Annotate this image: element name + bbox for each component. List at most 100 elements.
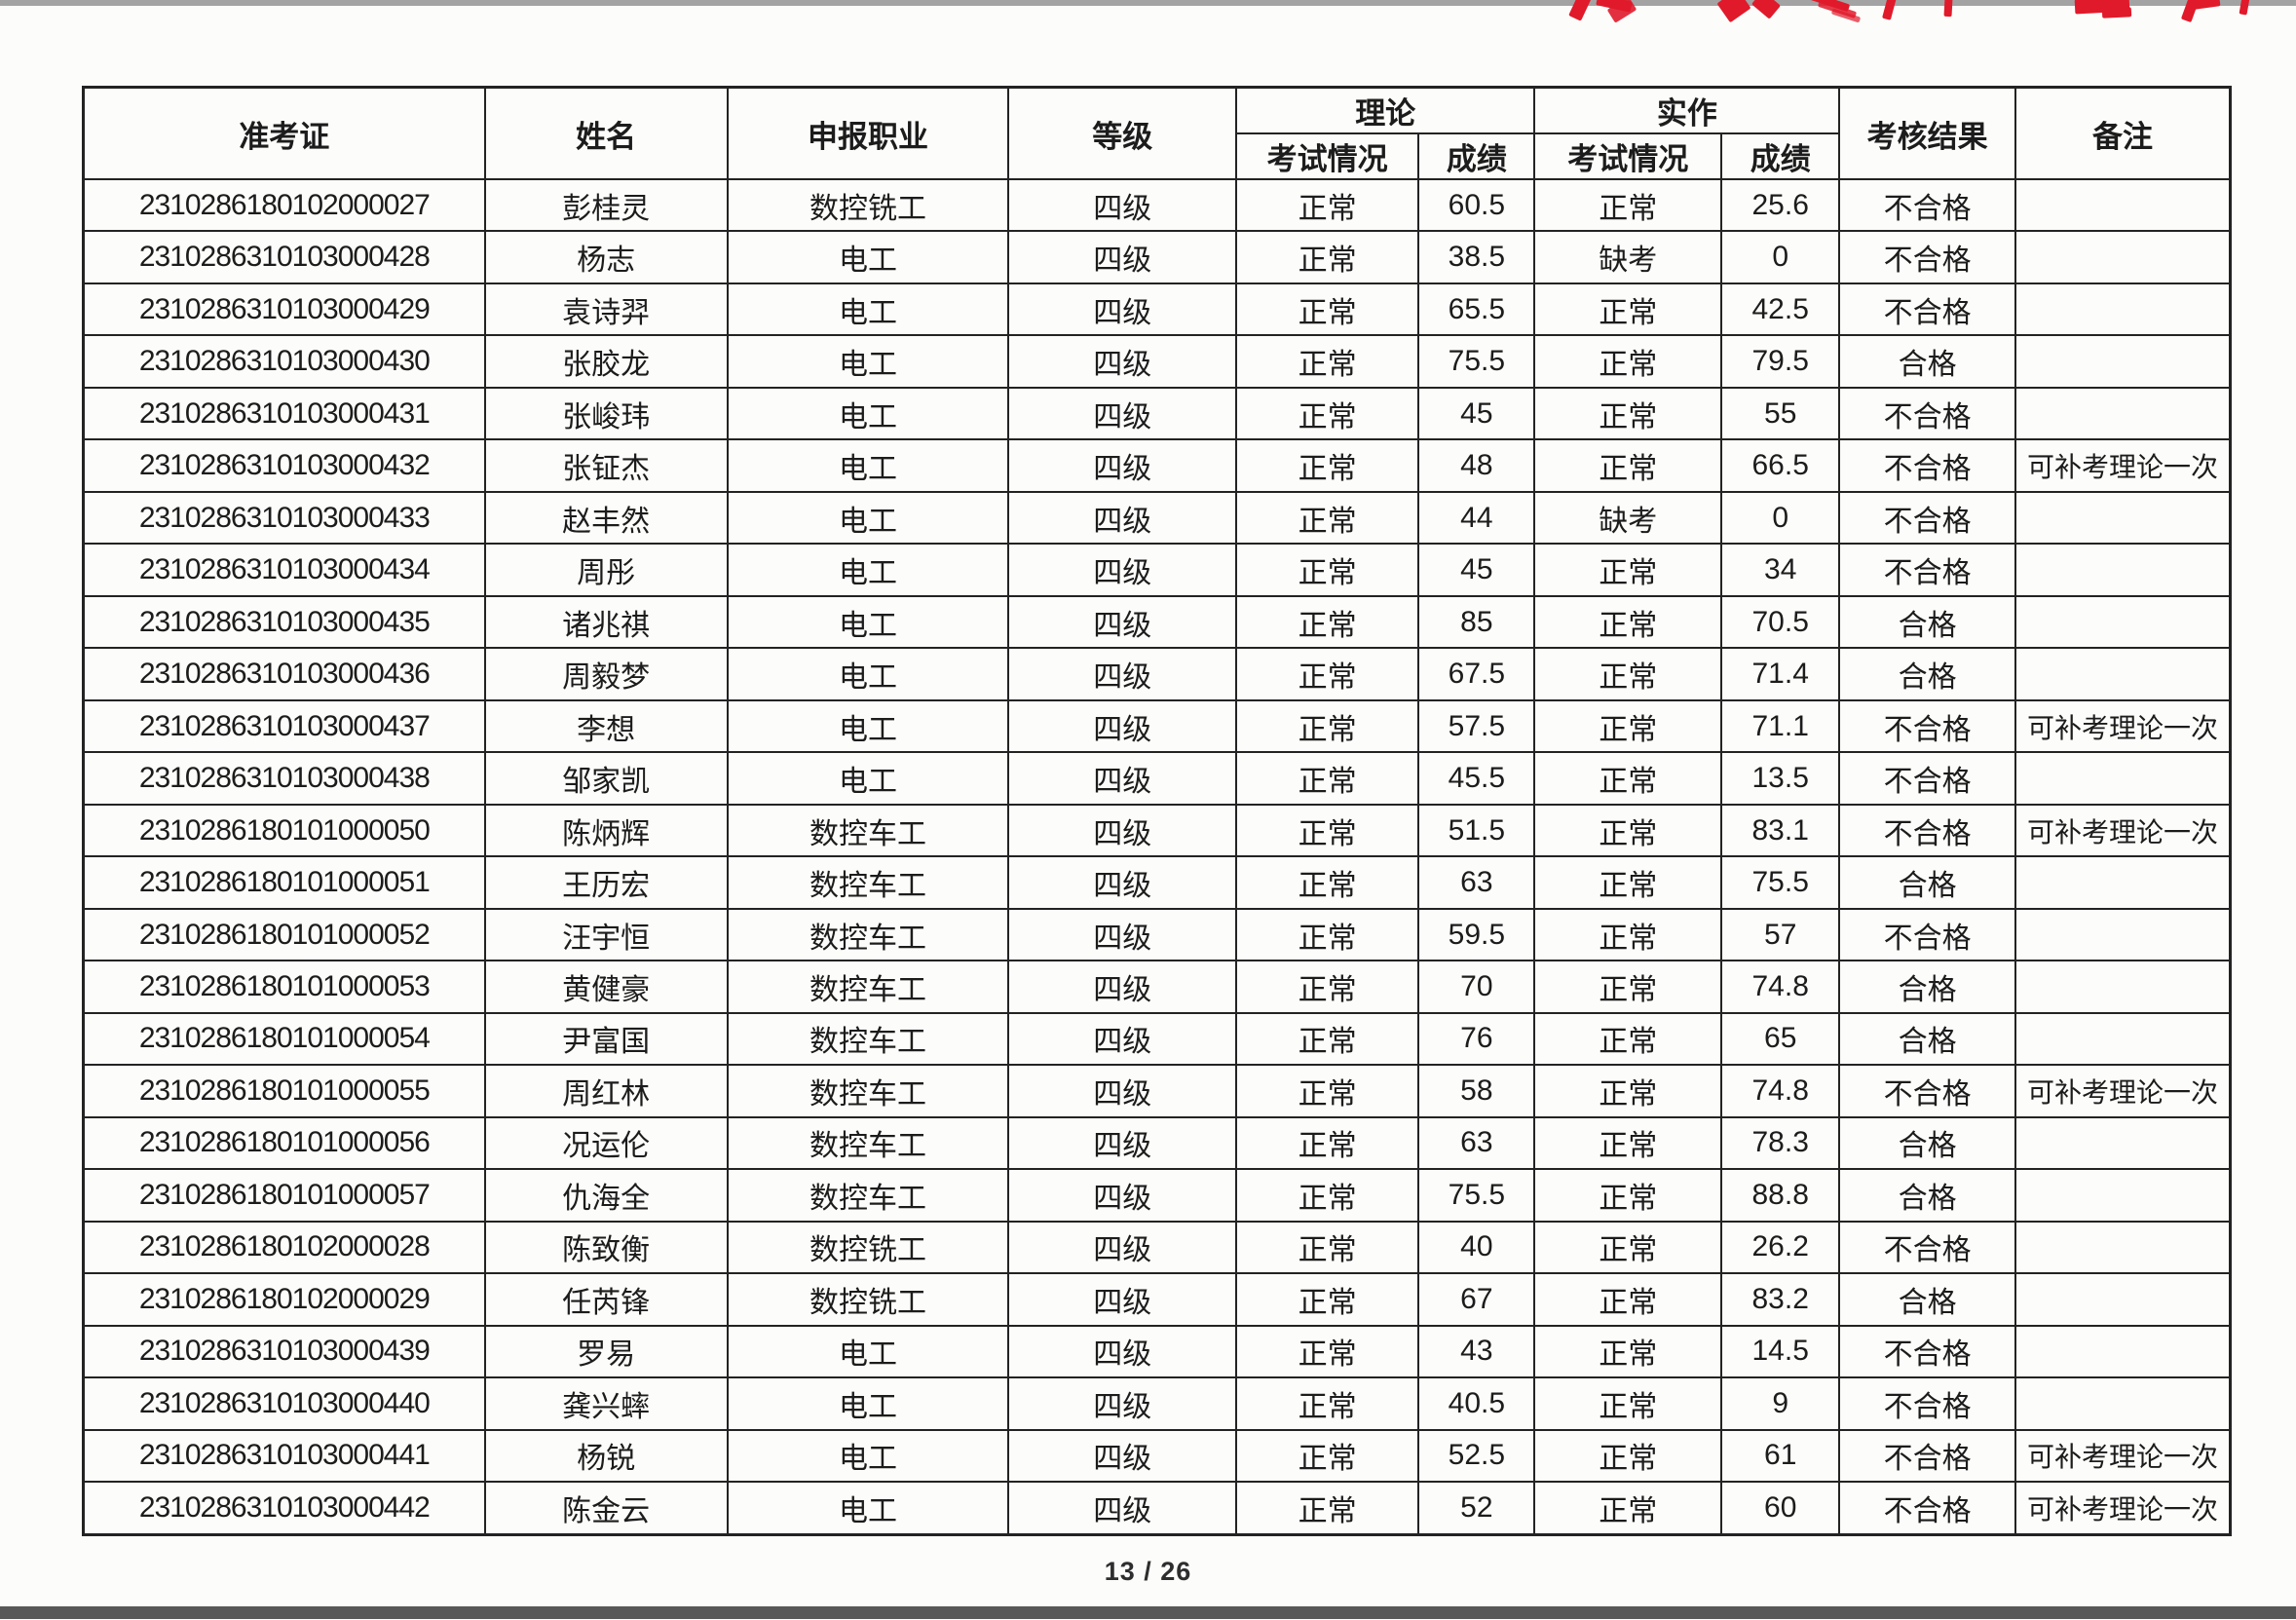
cell-occupation: 电工 — [726, 490, 1010, 546]
cell-practical-exam-status: 正常 — [1533, 803, 1723, 858]
cell-practical-exam-status: 正常 — [1533, 594, 1723, 650]
cell-theory-score: 59.5 — [1417, 907, 1536, 962]
cell-result: 合格 — [1838, 1011, 2017, 1067]
cell-occupation: 电工 — [726, 647, 1010, 701]
page-number: 13 / 26 — [1104, 1557, 1192, 1586]
cell-theory-score: 57.5 — [1417, 698, 1536, 754]
cell-occupation: 数控车工 — [726, 1064, 1010, 1118]
cell-level: 四级 — [1007, 177, 1238, 233]
cell-result: 合格 — [1838, 1272, 2017, 1327]
cell-level: 四级 — [1007, 543, 1238, 597]
cell-result: 不合格 — [1838, 1428, 2017, 1484]
red-stamp-fragment — [2193, 0, 2221, 10]
cell-practical-score: 83.1 — [1720, 803, 1841, 858]
cell-admission-ticket: 2310286180101000052 — [82, 907, 486, 962]
header-occupation: 申报职业 — [726, 86, 1010, 180]
scan-edge-top — [0, 0, 2296, 6]
cell-name: 仇海全 — [483, 1168, 729, 1223]
table-row: 2310286180101000051 王历宏 数控车工 四级 正常 63 正常 75.5 合格 — [82, 855, 2232, 910]
cell-name: 杨志 — [483, 230, 729, 284]
cell-name: 任芮锋 — [483, 1272, 729, 1327]
cell-result: 合格 — [1838, 960, 2017, 1014]
cell-practical-score: 0 — [1720, 230, 1841, 284]
table-row: 2310286310103000432 张钲杰 电工 四级 正常 48 正常 66.5 不合格可… — [82, 438, 2232, 493]
cell-theory-score: 45 — [1417, 543, 1536, 597]
cell-name: 陈致衡 — [483, 1220, 729, 1275]
table-row: 2310286180101000052 汪宇恒 数控车工 四级 正常 59.5 正常 57 不合… — [82, 907, 2232, 962]
cell-practical-score: 13.5 — [1720, 751, 1841, 806]
cell-theory-score: 60.5 — [1417, 177, 1536, 233]
cell-remarks: 可补考理论一次 — [2014, 1064, 2232, 1118]
cell-practical-exam-status: 正常 — [1533, 855, 1723, 910]
cell-name: 陈炳辉 — [483, 803, 729, 858]
cell-theory-exam-status: 正常 — [1235, 907, 1420, 962]
cell-level: 四级 — [1007, 698, 1238, 754]
scan-edge-bottom — [0, 1606, 2296, 1619]
cell-admission-ticket: 2310286180101000051 — [82, 855, 486, 910]
cell-admission-ticket: 2310286310103000430 — [82, 334, 486, 389]
cell-practical-score: 65 — [1720, 1011, 1841, 1067]
cell-name: 张钲杰 — [483, 438, 729, 493]
cell-theory-exam-status: 正常 — [1235, 960, 1420, 1014]
cell-result: 不合格 — [1838, 1481, 2017, 1536]
cell-theory-exam-status: 正常 — [1235, 855, 1420, 910]
cell-level: 四级 — [1007, 438, 1238, 493]
cell-occupation: 数控车工 — [726, 960, 1010, 1014]
table-row: 2310286180102000029 任芮锋 数控铣工 四级 正常 67 正常 83.2 合格 — [82, 1272, 2232, 1327]
cell-occupation: 电工 — [726, 698, 1010, 754]
cell-level: 四级 — [1007, 751, 1238, 806]
cell-result: 合格 — [1838, 647, 2017, 701]
cell-practical-score: 60 — [1720, 1481, 1841, 1536]
table-row: 2310286310103000442 陈金云 电工 四级 正常 52 正常 60 不合格 可补考… — [82, 1481, 2232, 1536]
cell-theory-exam-status: 正常 — [1235, 1428, 1420, 1484]
cell-practical-exam-status: 正常 — [1533, 698, 1723, 754]
cell-level: 四级 — [1007, 1428, 1238, 1484]
cell-level: 四级 — [1007, 594, 1238, 650]
cell-level: 四级 — [1007, 803, 1238, 858]
red-stamp-fragment — [1943, 0, 1953, 18]
table-row: 2310286180102000028 陈致衡 数控铣工 四级 正常 40 正常 26.2 不合… — [82, 1220, 2232, 1275]
cell-admission-ticket: 2310286180102000027 — [82, 177, 486, 233]
cell-result: 合格 — [1838, 334, 2017, 389]
cell-admission-ticket: 2310286310103000433 — [82, 490, 486, 546]
table-row: 2310286310103000429 袁诗羿 电工 四级 正常 65.5 正常 42.5 不合… — [82, 282, 2232, 337]
cell-theory-exam-status: 正常 — [1235, 334, 1420, 389]
cell-practical-exam-status: 正常 — [1533, 1064, 1723, 1118]
header-theory-exam-status: 考试情况 — [1235, 132, 1420, 180]
cell-practical-score: 70.5 — [1720, 594, 1841, 650]
table-row: 2310286310103000435 诸兆祺 电工 四级 正常 85 正常 70.5 合格 — [82, 594, 2232, 650]
cell-remarks — [2014, 1376, 2232, 1431]
cell-name: 张胶龙 — [483, 334, 729, 389]
table-row: 2310286180102000027 彭桂灵 数控铣工 四级 正常 60.5 正常 25.6… — [82, 177, 2232, 233]
cell-practical-score: 9 — [1720, 1376, 1841, 1431]
cell-theory-score: 52 — [1417, 1481, 1536, 1536]
cell-level: 四级 — [1007, 1324, 1238, 1379]
cell-result: 不合格 — [1838, 1324, 2017, 1379]
cell-level: 四级 — [1007, 1220, 1238, 1275]
cell-level: 四级 — [1007, 282, 1238, 337]
cell-practical-score: 83.2 — [1720, 1272, 1841, 1327]
cell-practical-score: 78.3 — [1720, 1115, 1841, 1171]
cell-theory-exam-status: 正常 — [1235, 1481, 1420, 1536]
results-table: 准考证 姓名 申报职业 等级 理论 实作 考核结果 备注 考试情况 成绩 考试情… — [82, 86, 2232, 1536]
cell-practical-score: 71.4 — [1720, 647, 1841, 701]
cell-remarks — [2014, 1168, 2232, 1223]
cell-theory-score: 63 — [1417, 1115, 1536, 1171]
table-row: 2310286310103000441 杨锐 电工 四级 正常 52.5 正常 61 不合格 可补… — [82, 1428, 2232, 1484]
cell-admission-ticket: 2310286180101000050 — [82, 803, 486, 858]
cell-name: 王历宏 — [483, 855, 729, 910]
cell-result: 不合格 — [1838, 1220, 2017, 1275]
cell-occupation: 电工 — [726, 1481, 1010, 1536]
header-row-2: 考试情况 成绩 考试情况 成绩 — [84, 132, 2231, 180]
cell-remarks — [2014, 1272, 2232, 1327]
cell-remarks — [2014, 386, 2232, 441]
cell-remarks — [2014, 1011, 2232, 1067]
cell-level: 四级 — [1007, 1115, 1238, 1171]
cell-practical-exam-status: 正常 — [1533, 907, 1723, 962]
cell-theory-exam-status: 正常 — [1235, 386, 1420, 441]
cell-theory-exam-status: 正常 — [1235, 1064, 1420, 1118]
cell-theory-score: 67.5 — [1417, 647, 1536, 701]
cell-theory-exam-status: 正常 — [1235, 1011, 1420, 1067]
red-stamp-fragment — [2101, 7, 2132, 19]
cell-practical-score: 71.1 — [1720, 698, 1841, 754]
